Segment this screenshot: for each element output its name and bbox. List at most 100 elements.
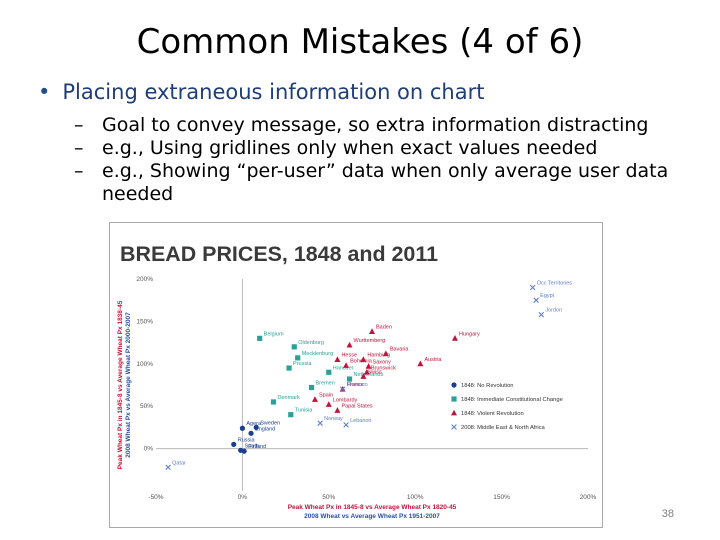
legend-marker [451,382,457,388]
y-axis-label: Peak Wheat Px in 1845-8 vs Average Wheat… [117,300,124,469]
main-bullet: • Placing extraneous information on chart [38,80,484,104]
point-label: Occ Territories [537,280,573,286]
point-label: Austria [424,357,442,363]
data-point [317,420,323,426]
data-point [346,341,353,348]
data-point [308,384,315,391]
y-tick-label: 100% [136,361,153,368]
legend-marker [451,396,457,402]
y-tick-label: 150% [136,318,153,325]
sub-bullet-text: e.g., Using gridlines only when exact va… [102,137,598,159]
point-label: Oldenburg [298,340,324,346]
point-label: Papal States [341,403,372,409]
data-point [257,335,263,341]
data-point [311,396,318,402]
point-label: Sweden [260,420,280,426]
legend-label: 1848: Immediate Constitutional Change [461,397,563,403]
slide-title: Common Mistakes (4 of 6) [136,22,584,62]
legend-label: 2008: Middle East & North Africa [461,425,546,431]
point-label: England [255,426,275,432]
data-point [334,356,341,362]
x-tick-label: 50% [322,494,335,501]
point-label: Norway [324,416,343,422]
point-label: Jordon [545,308,562,314]
data-point [239,425,245,431]
data-point [360,356,367,362]
data-point [529,284,536,291]
data-point [270,399,277,405]
point-label: Hamburg [367,353,390,359]
bullet-dot-icon: • [38,80,51,104]
point-label: Hanover [333,365,354,371]
data-point [286,365,292,371]
x-axis-label-secondary: 2008 Wheat vs Average Wheat Px 1951-2007 [304,513,440,520]
sub-bullet: – e.g., Showing “per-user” data when onl… [74,160,704,206]
point-label: Lebanon [350,418,371,424]
sub-bullet: – e.g., Using gridlines only when exact … [74,137,704,160]
main-bullet-text: Placing extraneous information on chart [62,80,485,104]
point-label: Mecklenburg [302,351,334,357]
data-point [248,430,254,436]
data-point [231,441,237,447]
data-point [334,407,341,413]
data-point [253,424,259,430]
sub-bullet-text: e.g., Showing “per-user” data when only … [102,160,669,205]
data-point [365,363,372,369]
point-label: Netherlands [354,372,384,378]
point-label: Belgium [264,331,284,337]
data-point [369,328,375,334]
y-tick-label: 200% [136,276,153,283]
x-tick-label: 0% [238,494,248,501]
data-point [165,464,171,471]
point-label: Lombardy [333,398,358,404]
point-label: Russia [238,437,256,443]
legend-label: 1848: No Revolution [461,383,514,389]
data-point [343,362,350,368]
point-label: Wurttemberg [354,338,386,344]
dash-icon: – [74,137,84,159]
data-point [533,297,539,303]
point-label: Denmark [278,395,301,401]
data-point [343,422,349,428]
point-label: Morocco [347,382,368,388]
data-point [339,386,346,393]
point-label: South [245,443,259,449]
data-point [291,344,297,350]
legend-marker [451,409,457,416]
point-label: Prussia [293,361,312,367]
point-label: Hesse [341,353,357,359]
point-label: Saxony [373,359,392,365]
data-point [417,360,424,367]
data-point [295,355,301,361]
data-point [451,335,458,341]
data-point [363,368,370,375]
chart-title: BREAD PRICES, 1848 and 2011 [120,243,438,266]
y-axis-label-secondary: 2008 Wheat Px vs Average Wheat Px 2000-2… [125,312,132,458]
chart-figure: BREAD PRICES, 1848 and 2011 -50% 0% 50% 100%… [109,222,603,528]
y-tick-label: 50% [140,403,153,410]
point-label: Spain [319,392,333,398]
data-point [360,373,367,379]
point-label: Hungary [459,331,480,337]
x-tick-label: 200% [580,494,597,501]
x-axis-label: Peak Wheat Px in 1845-8 vs Average Wheat… [288,504,457,511]
dash-icon: – [74,160,84,182]
data-point [326,369,332,375]
x-tick-label: -50% [148,494,163,501]
x-tick-label: 150% [493,494,510,501]
point-label: Swiss [367,370,382,376]
legend-marker [451,424,457,430]
point-label: Brunswick [371,365,396,371]
sub-bullet: – Goal to convey message, so extra infor… [74,114,704,137]
point-label: Bohemia [350,358,373,364]
point-label: Agera [246,421,262,427]
data-point [241,448,247,454]
legend-label: 1848: Violent Revolution [461,411,524,417]
point-label: Finland [248,444,266,450]
point-label: Qatar [172,460,186,466]
point-label: France [347,382,364,388]
y-tick-label: 0% [144,446,154,453]
data-point [538,311,545,318]
data-point [288,412,294,418]
dash-icon: – [74,114,84,136]
